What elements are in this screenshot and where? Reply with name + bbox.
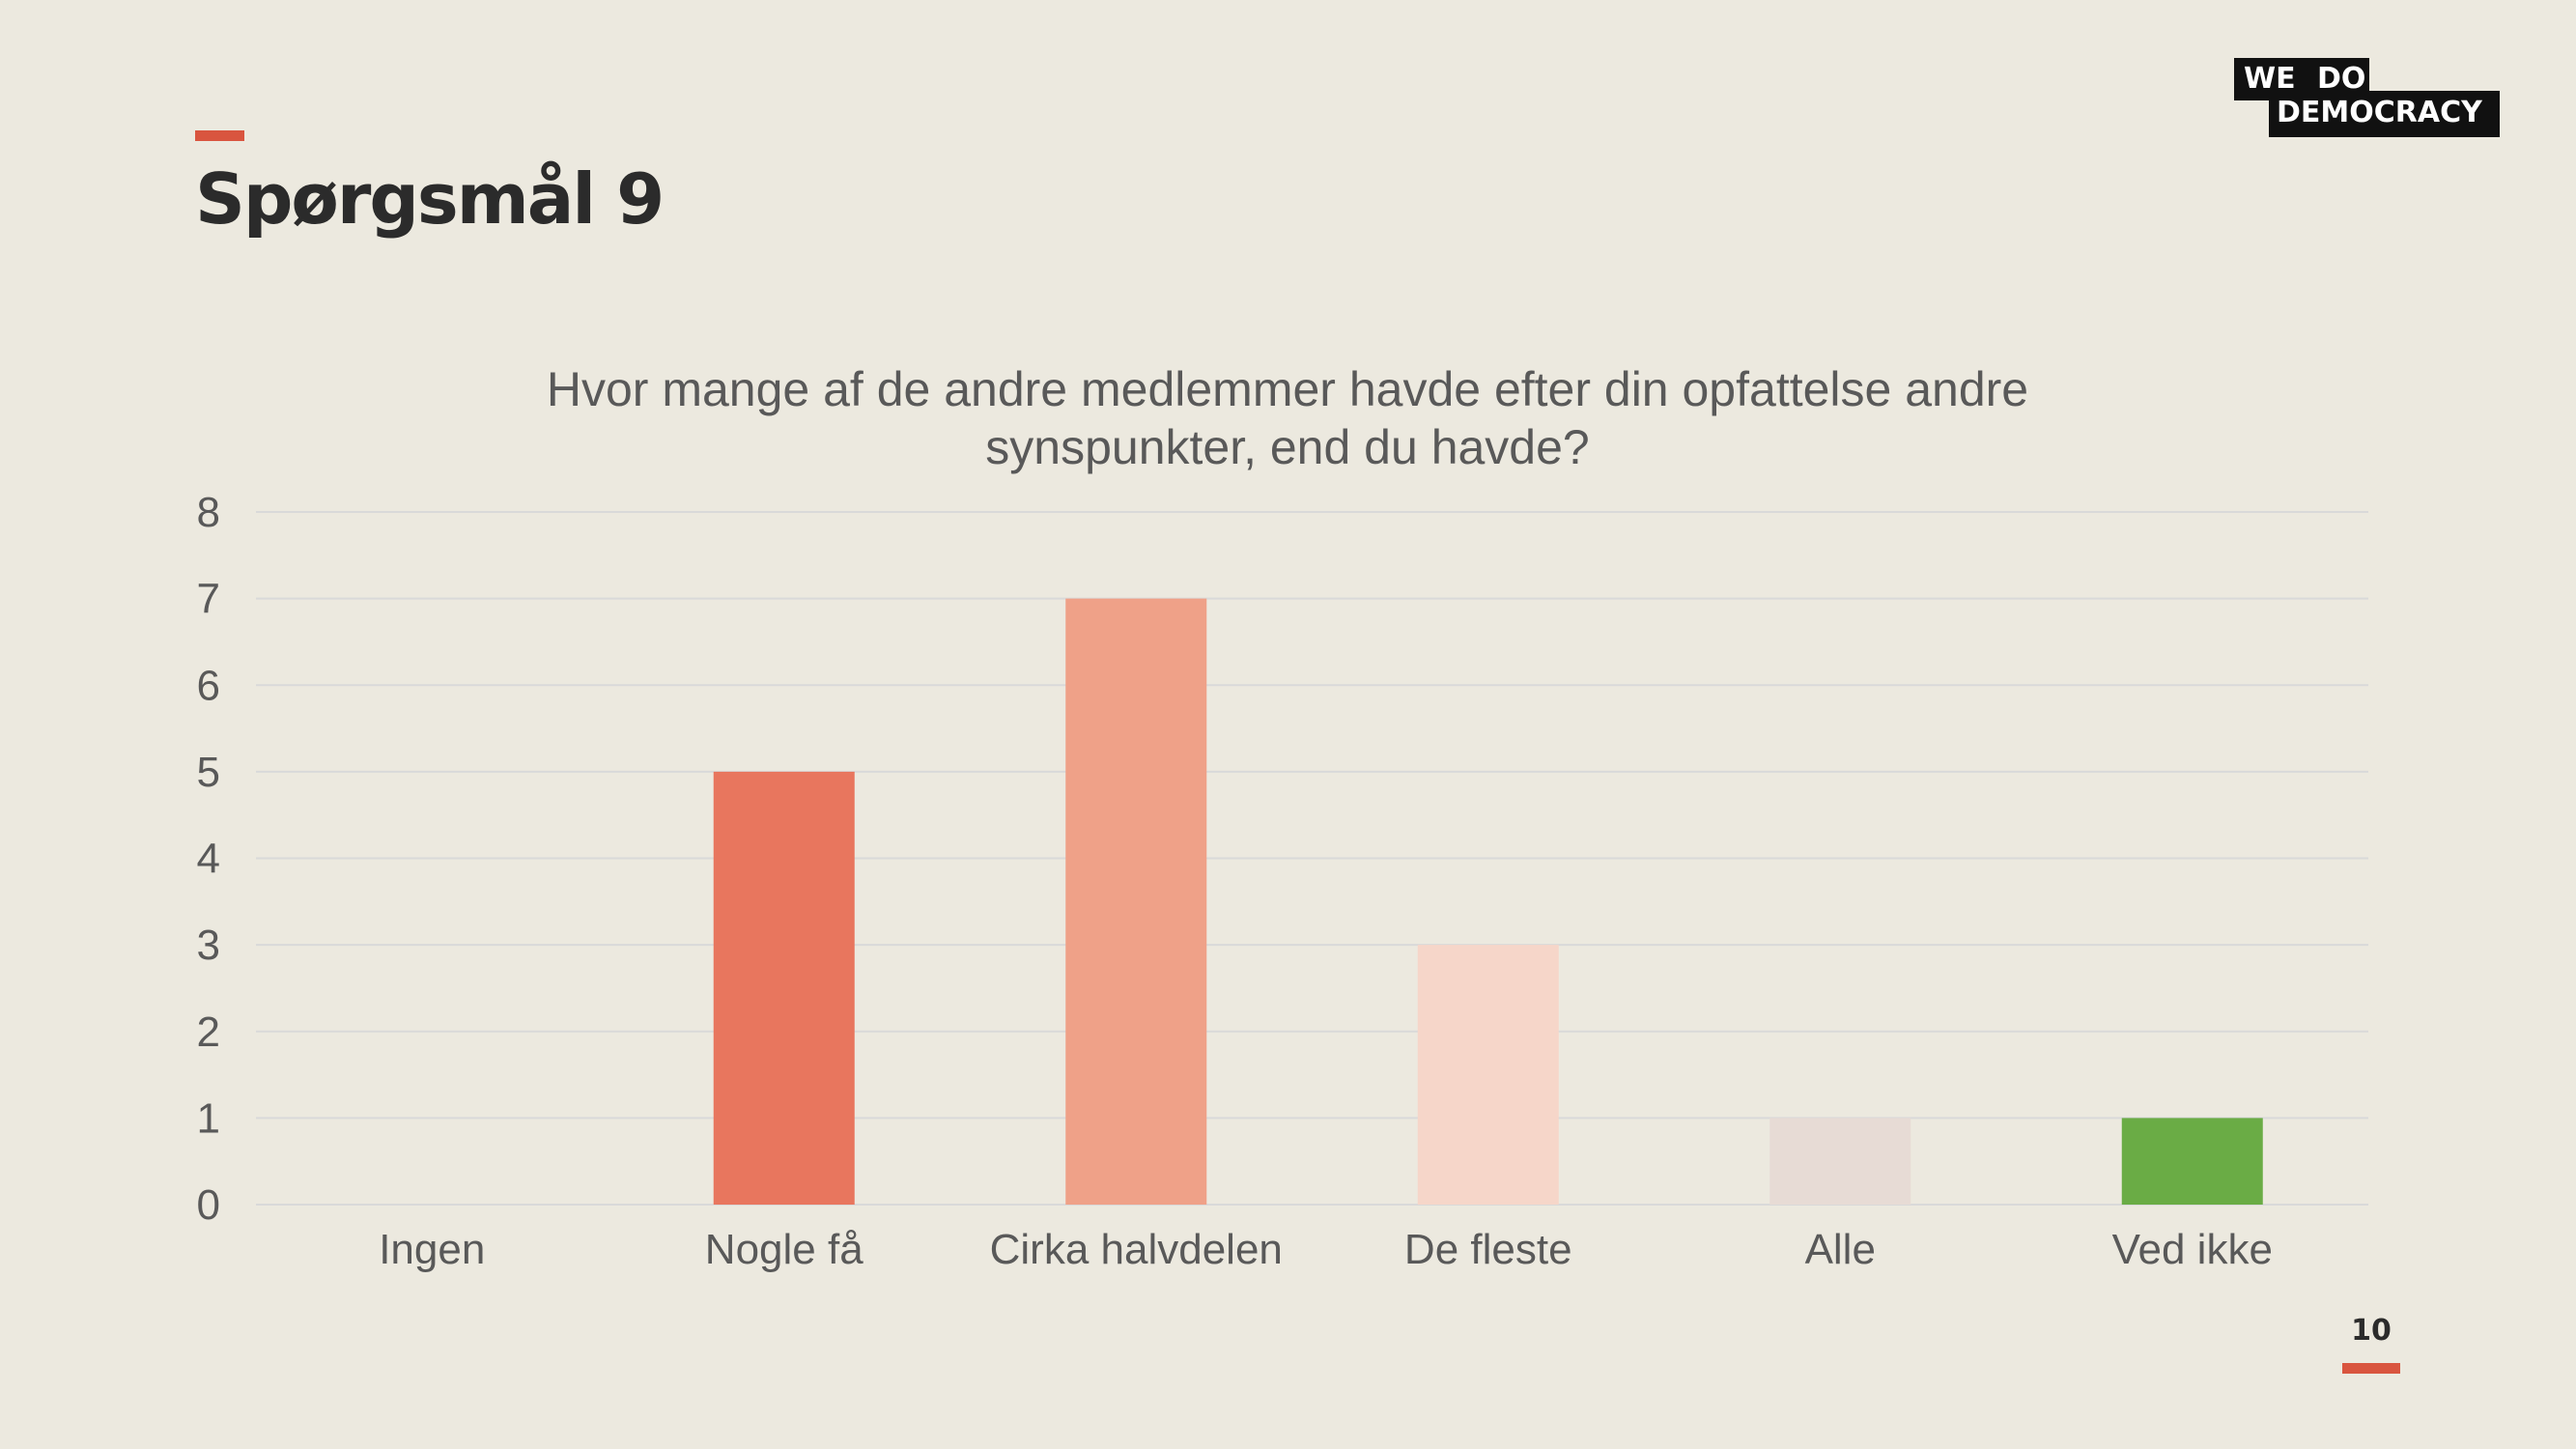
logo-line-1: WE DO <box>2244 62 2366 96</box>
page-number: 10 <box>2351 1314 2392 1348</box>
x-tick-label-2: Cirka halvdelen <box>990 1226 1283 1273</box>
chart-title-line-1: Hvor mange af de andre medlemmer havde e… <box>547 362 2028 416</box>
bar-1 <box>713 771 855 1205</box>
title-accent-bar <box>195 130 244 141</box>
y-axis-ticks: 0 1 2 3 4 5 6 7 8 <box>197 489 220 1229</box>
bars <box>713 598 2263 1205</box>
y-tick-label-3: 3 <box>197 922 220 969</box>
gridlines <box>256 511 2368 1206</box>
page-number-accent-bar <box>2342 1363 2400 1374</box>
x-axis-labels: Ingen Nogle få Cirka halvdelen De fleste All… <box>379 1226 2273 1273</box>
y-tick-label-7: 7 <box>197 576 220 623</box>
chart-title: Hvor mange af de andre medlemmer havde e… <box>547 362 2028 474</box>
page-title: Spørgsmål 9 <box>195 158 665 240</box>
y-tick-label-8: 8 <box>197 489 220 536</box>
bar-3 <box>1417 945 1559 1205</box>
y-tick-label-4: 4 <box>197 836 220 883</box>
x-tick-label-3: De fleste <box>1404 1226 1572 1273</box>
x-tick-label-5: Ved ikke <box>2112 1226 2273 1273</box>
logo-line-2: DEMOCRACY <box>2277 96 2482 129</box>
x-tick-label-4: Alle <box>1805 1226 1876 1273</box>
y-tick-label-1: 1 <box>197 1094 220 1142</box>
y-tick-label-0: 0 <box>197 1181 220 1229</box>
bar-2 <box>1065 598 1207 1205</box>
we-do-democracy-logo: WE DO DEMOCRACY <box>2234 58 2500 137</box>
x-tick-label-0: Ingen <box>379 1226 485 1273</box>
bar-5 <box>2121 1118 2263 1205</box>
bar-4 <box>1769 1118 1911 1205</box>
y-tick-label-6: 6 <box>197 662 220 709</box>
x-tick-label-1: Nogle få <box>705 1226 863 1273</box>
chart-title-line-2: synspunkter, end du havde? <box>985 420 1589 474</box>
logo-bottom-box: DEMOCRACY <box>2269 91 2500 137</box>
y-tick-label-5: 5 <box>197 749 220 796</box>
y-tick-label-2: 2 <box>197 1009 220 1056</box>
